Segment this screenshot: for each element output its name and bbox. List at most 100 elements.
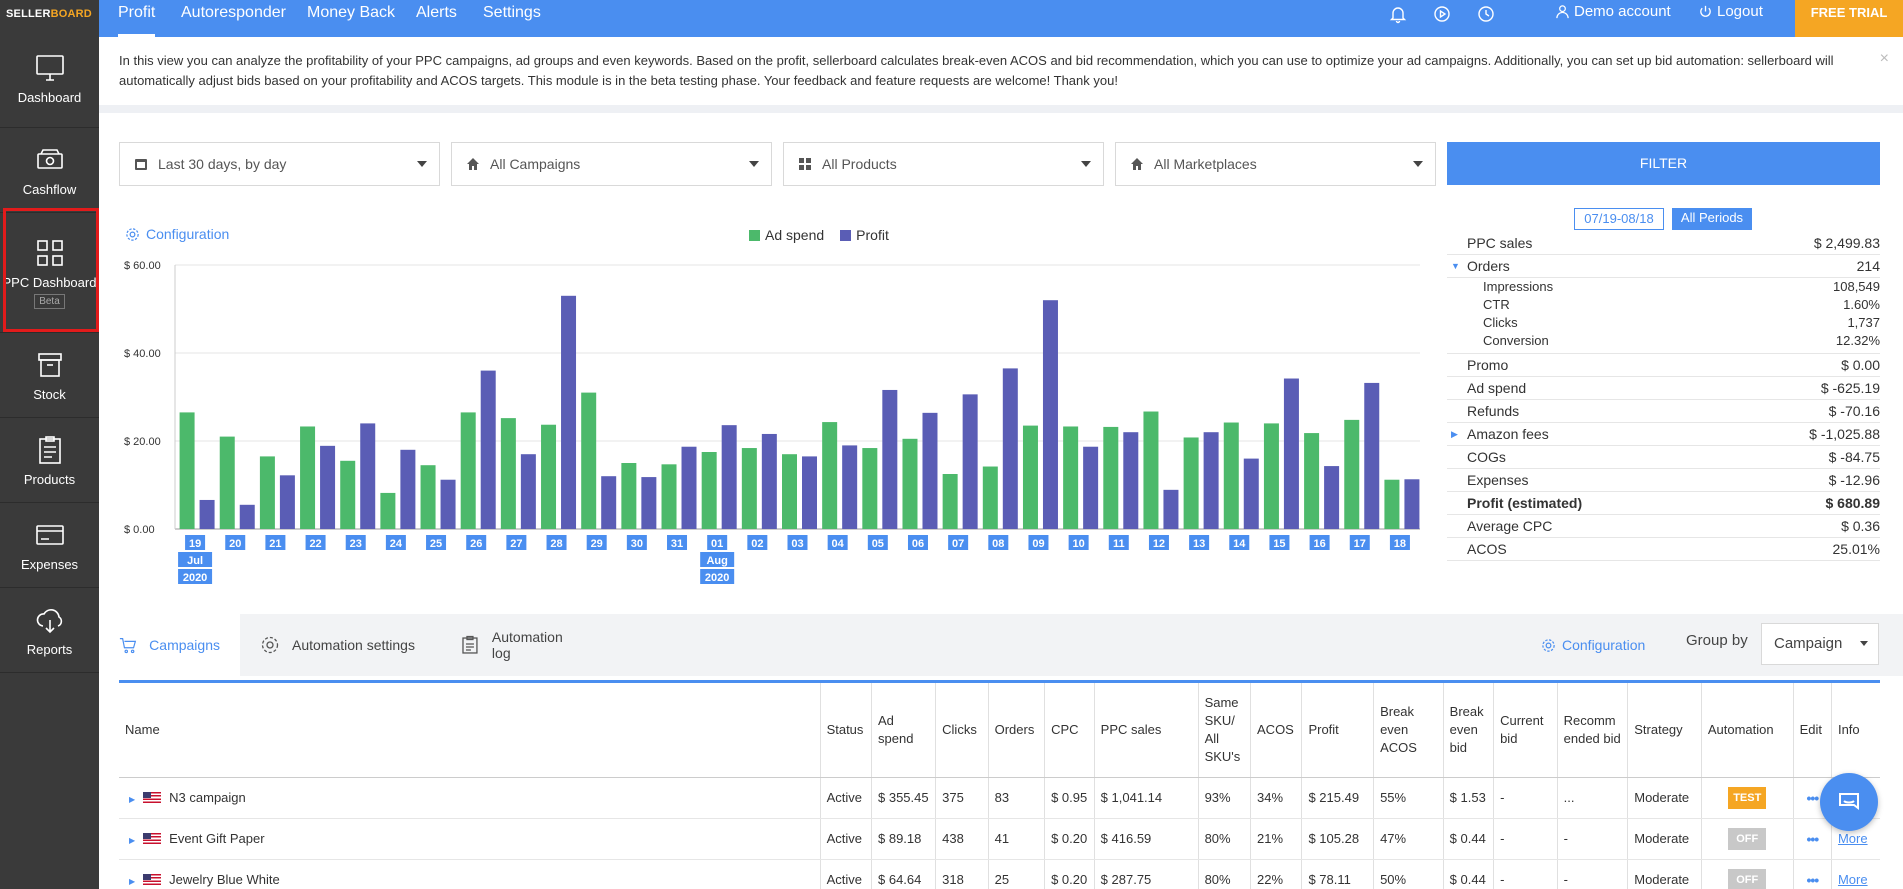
column-header[interactable]: Break even bid [1442, 683, 1494, 778]
cell-strategy: Moderate [1627, 859, 1702, 889]
column-header[interactable]: PPC sales [1093, 683, 1199, 778]
summary-row[interactable]: ▼ Orders 214 [1447, 255, 1880, 278]
close-icon[interactable]: × [1879, 50, 1889, 67]
tab-autoresponder[interactable]: Autoresponder [181, 4, 286, 21]
summary-row: Promo $ 0.00 [1447, 354, 1880, 377]
tab-automation-settings[interactable]: Automation settings [240, 614, 440, 676]
filter-button[interactable]: FILTER [1447, 142, 1880, 185]
cell-be-acos: 47% [1373, 818, 1444, 860]
play-icon[interactable] [1432, 4, 1452, 24]
more-dots-icon[interactable]: ••• [1806, 789, 1819, 806]
chat-icon [1839, 793, 1859, 810]
column-header[interactable]: Automation [1700, 683, 1794, 778]
user-menu[interactable]: Demo account [1555, 3, 1671, 20]
column-header[interactable]: ACOS [1250, 683, 1302, 778]
all-periods-button[interactable]: All Periods [1672, 208, 1752, 230]
year-label-bg [178, 569, 213, 584]
more-dots-icon[interactable]: ••• [1806, 830, 1819, 847]
marketplaces-select[interactable]: All Marketplaces [1115, 142, 1436, 186]
table-row[interactable]: ▶ Event Gift Paper Active $ 89.18 438 41 $ 0.2… [119, 818, 1880, 860]
sidebar-item-cashflow[interactable]: Cashflow [0, 128, 99, 213]
sidebar-item-expenses[interactable]: Expenses [0, 503, 99, 588]
group-by-select[interactable]: Campaign [1761, 623, 1879, 665]
expand-icon[interactable]: ▶ [129, 877, 136, 886]
column-header[interactable]: Edit [1792, 683, 1832, 778]
logout-link[interactable]: Logout [1698, 3, 1763, 20]
bar-profit [320, 445, 336, 529]
chevron-right-icon[interactable]: ▶ [1451, 429, 1458, 439]
column-header[interactable]: Status [819, 683, 872, 778]
x-tick-bg [667, 535, 688, 550]
period-select[interactable]: Last 30 days, by day [119, 142, 440, 186]
chat-button[interactable] [1820, 773, 1878, 831]
summary-value: 214 [1856, 258, 1880, 274]
column-header[interactable]: Recomm ended bid [1556, 683, 1628, 778]
sidebar-item-dashboard[interactable]: Dashboard [0, 30, 99, 128]
more-link[interactable]: More [1837, 831, 1868, 846]
legend-item-ad-spend[interactable]: Ad spend [749, 227, 824, 243]
calendar-icon [135, 159, 147, 170]
bell-icon[interactable] [1388, 4, 1408, 24]
column-header[interactable]: Current bid [1493, 683, 1558, 778]
column-header[interactable]: Strategy [1627, 683, 1702, 778]
summary-row: Expenses $ -12.96 [1447, 469, 1880, 492]
tab-profit[interactable]: Profit [118, 0, 156, 37]
campaigns-select[interactable]: All Campaigns [451, 142, 772, 186]
more-link[interactable]: More [1837, 872, 1868, 887]
tab-automation-log[interactable]: Automation log [440, 614, 605, 676]
summary-row[interactable]: ▶ Amazon fees $ -1,025.88 [1447, 423, 1880, 446]
column-header[interactable]: Same SKU/ All SKU's [1197, 683, 1251, 778]
bar-ad-spend [1344, 419, 1360, 529]
sidebar-item-ppc-dashboard[interactable]: PPC Dashboard Beta [0, 213, 99, 333]
period-range-button[interactable]: 07/19-08/18 [1574, 208, 1664, 230]
app-logo[interactable]: SELLERBOARD [6, 8, 92, 20]
legend-item-profit[interactable]: Profit [840, 227, 889, 243]
sidebar-item-products[interactable]: Products [0, 418, 99, 503]
free-trial-button[interactable]: FREE TRIAL [1795, 0, 1903, 37]
automation-toggle[interactable]: TEST [1728, 786, 1767, 809]
column-header[interactable]: Profit [1301, 683, 1374, 778]
x-tick-label: 28 [550, 538, 562, 550]
column-header[interactable]: Break even ACOS [1373, 683, 1444, 778]
chevron-down-icon [749, 161, 759, 167]
x-tick-label: 14 [1233, 538, 1246, 550]
more-dots-icon[interactable]: ••• [1806, 871, 1819, 888]
bar-profit [561, 295, 577, 529]
bar-profit [922, 412, 938, 529]
chart-configuration-link[interactable]: Configuration [125, 226, 229, 242]
column-header[interactable]: Clicks [935, 683, 989, 778]
table-row[interactable]: ▶ N3 campaign Active $ 355.45 375 83 $ 0.95 $ 1… [119, 777, 1880, 819]
cell-name: ▶ Jewelry Blue White [119, 859, 821, 889]
bar-profit [761, 433, 777, 529]
sidebar: SELLERBOARD Dashboard Cashflow PPC Dashb… [0, 0, 99, 889]
summary-row: Ad spend $ -625.19 [1447, 377, 1880, 400]
tab-money-back[interactable]: Money Back [307, 4, 396, 21]
summary-value: $ -625.19 [1820, 380, 1880, 396]
column-header[interactable]: Info [1830, 683, 1880, 778]
tab-campaigns[interactable]: Campaigns [99, 614, 240, 676]
cell-ppc-sales: $ 1,041.14 [1093, 777, 1199, 819]
bar-profit [1042, 300, 1058, 529]
products-select[interactable]: All Products [783, 142, 1104, 186]
tab-settings[interactable]: Settings [483, 4, 541, 21]
column-header[interactable]: Name [119, 683, 821, 778]
table-row[interactable]: ▶ Jewelry Blue White Active $ 64.64 318 25 $ 0… [119, 859, 1880, 889]
expand-icon[interactable]: ▶ [129, 795, 136, 804]
chevron-down-icon[interactable]: ▼ [1451, 261, 1460, 271]
column-header[interactable]: Orders [987, 683, 1045, 778]
table-configuration-link[interactable]: Configuration [1541, 637, 1645, 653]
bar-ad-spend [1063, 426, 1079, 529]
cell-rec-bid: - [1556, 859, 1628, 889]
automation-toggle[interactable]: OFF [1728, 868, 1767, 889]
sidebar-item-stock[interactable]: Stock [0, 333, 99, 418]
expand-icon[interactable]: ▶ [129, 836, 136, 845]
x-tick-bg [787, 535, 808, 550]
cell-automation: OFF [1700, 818, 1794, 860]
x-tick-label: 27 [510, 538, 522, 550]
column-header[interactable]: Ad spend [870, 683, 936, 778]
clock-icon[interactable] [1476, 4, 1496, 24]
sidebar-item-reports[interactable]: Reports [0, 588, 99, 673]
column-header[interactable]: CPC [1044, 683, 1095, 778]
tab-alerts[interactable]: Alerts [416, 4, 457, 21]
automation-toggle[interactable]: OFF [1728, 827, 1767, 850]
